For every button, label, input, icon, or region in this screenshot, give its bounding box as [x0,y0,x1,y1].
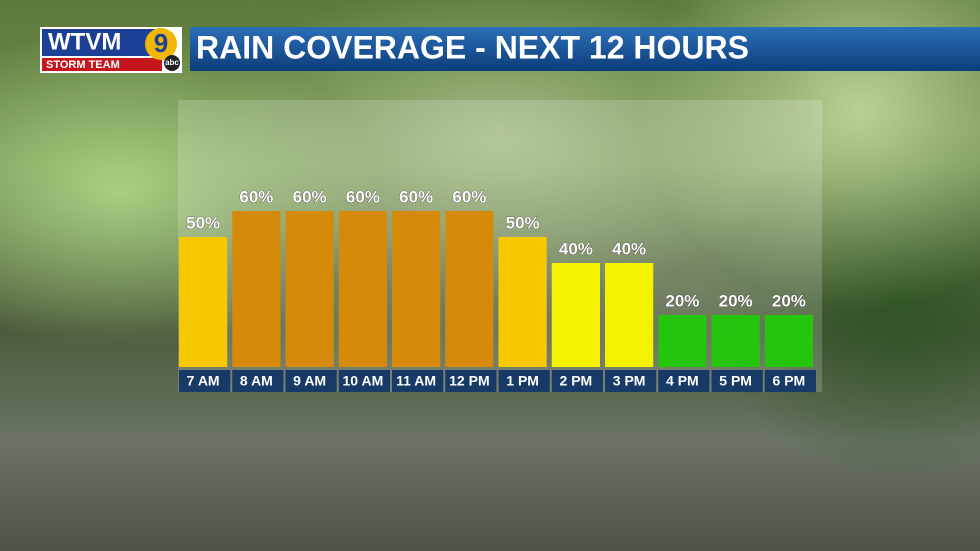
category-cell [658,370,710,392]
value-label: 50% [506,213,540,232]
category-cell [605,370,657,392]
bar [232,211,281,367]
category-cell [179,370,231,392]
logo-network-circle [164,55,180,71]
logo-team: STORM TEAM [46,59,120,71]
x-tick-label: 11 AM [396,373,436,389]
logo-channel: 9 [154,28,168,58]
chart-title: RAIN COVERAGE - NEXT 12 HOURS [196,29,749,65]
x-tick-label: 4 PM [666,373,699,389]
category-cell [551,370,603,392]
value-label: 50% [186,213,220,232]
category-cell [338,370,390,392]
bar [285,211,334,367]
value-label: 20% [772,291,806,310]
logo-station: WTVM [48,28,121,55]
category-cell [392,370,444,392]
x-tick-label: 12 PM [449,373,489,389]
category-cell [232,370,284,392]
logo-bottom [42,58,162,71]
bar [498,237,547,367]
category-cell [764,370,816,392]
x-tick-label: 8 AM [240,373,273,389]
value-label: 60% [346,187,380,206]
x-tick-label: 1 PM [506,373,539,389]
value-label: 60% [399,187,433,206]
bar [764,315,813,367]
value-label: 60% [239,187,273,206]
category-cell [445,370,497,392]
x-tick-label: 7 AM [187,373,220,389]
logo-circle [145,28,177,60]
bar [392,211,441,367]
bar [179,237,228,367]
category-cell [285,370,337,392]
bar [605,263,654,367]
x-tick-label: 2 PM [560,373,593,389]
value-label: 60% [452,187,486,206]
value-label: 40% [612,239,646,258]
bar [658,315,707,367]
title-bar [190,27,980,71]
value-label: 20% [665,291,699,310]
value-label: 60% [293,187,327,206]
x-tick-label: 10 AM [343,373,384,389]
category-cell [498,370,550,392]
x-tick-label: 5 PM [719,373,752,389]
bar [551,263,600,367]
bar [338,211,387,367]
category-cell [711,370,763,392]
x-tick-label: 3 PM [613,373,646,389]
x-tick-label: 9 AM [293,373,326,389]
logo-network: abc [165,58,179,67]
x-tick-label: 6 PM [773,373,806,389]
bar [711,315,760,367]
bar [445,211,494,367]
value-label: 40% [559,239,593,258]
logo-top [42,29,162,56]
value-label: 20% [719,291,753,310]
